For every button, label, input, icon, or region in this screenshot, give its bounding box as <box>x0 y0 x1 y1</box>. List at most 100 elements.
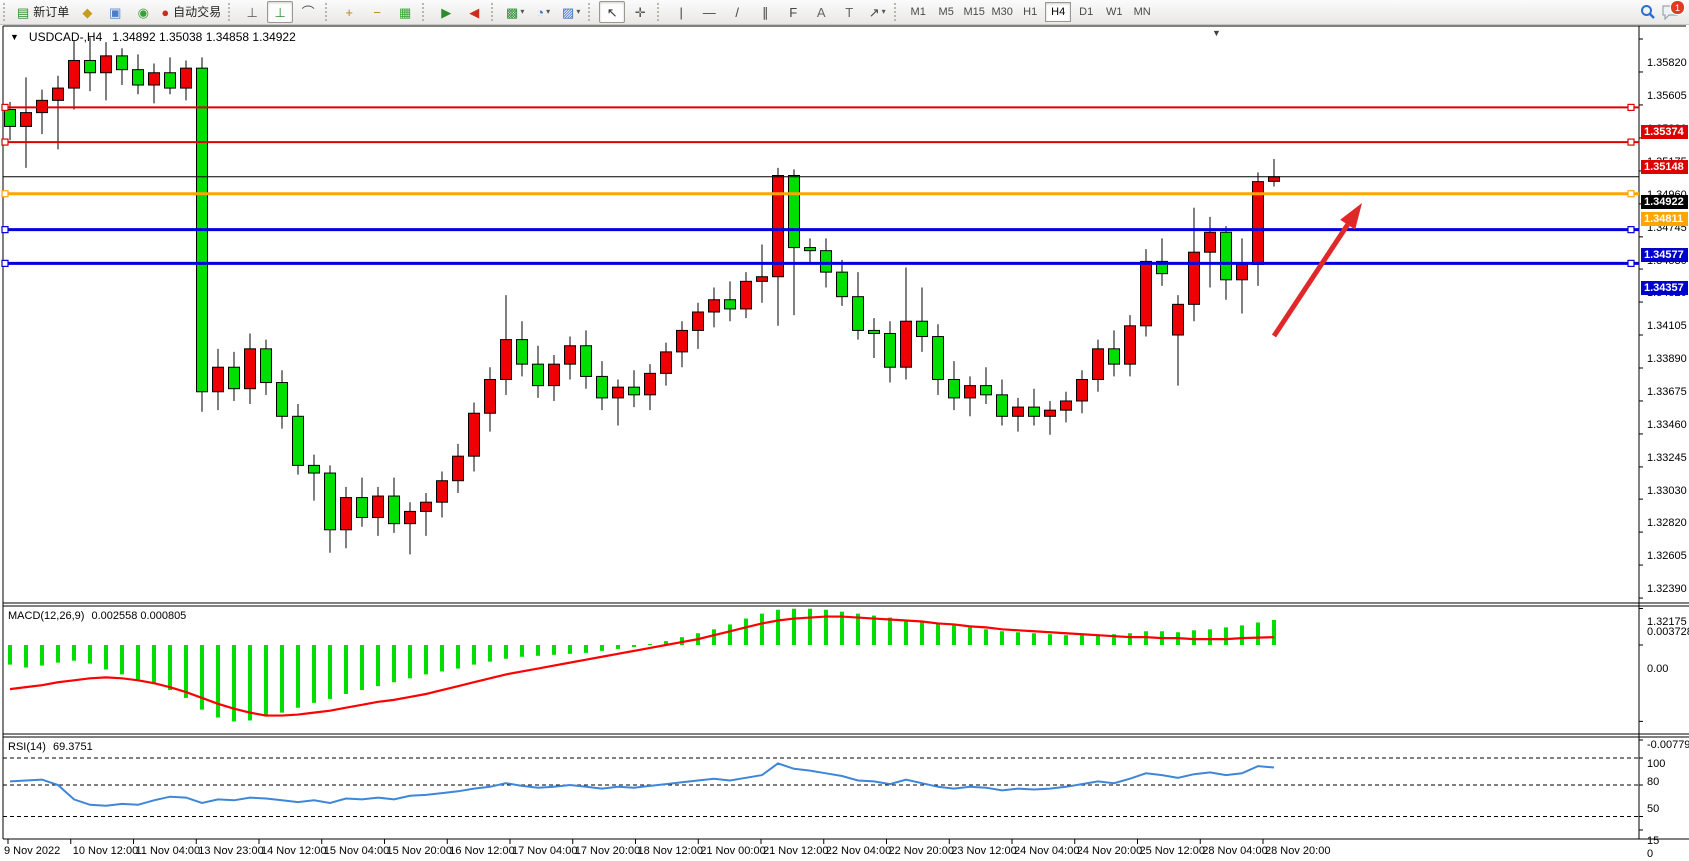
vertical-line-button[interactable]: | <box>668 1 694 23</box>
support-line-1-right-handle[interactable] <box>1627 226 1635 234</box>
new-order-button[interactable]: ▤ 新订单 <box>14 1 72 23</box>
candle-body <box>164 72 176 89</box>
resistance-line-1-left-handle[interactable] <box>1 103 9 112</box>
crosshair-button[interactable]: ✛ <box>627 1 653 23</box>
candle-body <box>1220 231 1232 281</box>
signals-button[interactable]: ◉ <box>130 1 156 23</box>
candle-body <box>420 501 432 512</box>
chart-shift-marker[interactable]: ▼ <box>1212 28 1221 38</box>
resistance-line-1-right-handle[interactable] <box>1627 103 1635 112</box>
zoom-out-button[interactable]: − <box>364 1 390 23</box>
timeframe-w1-button[interactable]: W1 <box>1105 6 1123 18</box>
timeframe-h1-button[interactable]: H1 <box>1023 6 1038 18</box>
toolbar-grip <box>422 3 429 21</box>
trend-arrow-head[interactable] <box>1340 203 1362 230</box>
arrows-button[interactable]: ↗ ▾ <box>864 1 890 23</box>
candle-body <box>1012 406 1024 417</box>
price-axis-label: 1.32390 <box>1647 583 1687 596</box>
trendline-button[interactable]: / <box>724 1 750 23</box>
rsi-axis-label: 80 <box>1647 776 1660 788</box>
timeframe-mn-button[interactable]: MN <box>1133 6 1151 18</box>
candle-body <box>484 378 496 414</box>
chart-window[interactable]: ▼ USDCAD-,H4 1.34892 1.35038 1.34858 1.3… <box>0 25 1689 861</box>
rsi-value: 69.3751 <box>52 741 93 753</box>
macd-histogram-bar <box>296 645 300 708</box>
periods-button[interactable]: ◔ ▾ <box>530 1 556 23</box>
horizontal-line-button[interactable]: — <box>696 1 722 23</box>
chat-button[interactable]: 1 <box>1659 0 1685 22</box>
chevron-down-icon: ▾ <box>881 7 886 16</box>
timeframe-m1-button[interactable]: M1 <box>910 6 926 18</box>
macd-histogram-bar <box>792 608 796 645</box>
rsi-axis-label: 50 <box>1647 803 1660 815</box>
bar-chart-button[interactable]: ⊥ <box>239 1 265 23</box>
support-line-1-left-handle[interactable] <box>1 226 9 234</box>
auto-scroll-button[interactable]: ▶ <box>433 1 459 23</box>
timeframe-m15-button[interactable]: M15 <box>963 6 985 18</box>
macd-histogram-bar <box>8 645 12 665</box>
new-chart-button[interactable]: ▩ ▾ <box>502 1 528 23</box>
text-button[interactable]: A <box>808 1 834 23</box>
candle-body <box>1204 231 1216 253</box>
macd-histogram-bar <box>1064 635 1068 645</box>
macd-histogram-bar <box>120 645 124 675</box>
resistance-line-2-right-handle[interactable] <box>1627 138 1635 146</box>
search-button[interactable] <box>1637 2 1659 22</box>
fibonacci-button[interactable]: F <box>780 1 806 23</box>
candle-body <box>1092 348 1104 380</box>
timeframe-m5-button[interactable]: M5 <box>938 6 954 18</box>
candle-body <box>1108 348 1120 365</box>
candle-body <box>148 72 160 86</box>
periods-icon: ◔ <box>536 4 545 20</box>
time-axis-label: 17 Nov 20:00 <box>574 845 641 857</box>
vertical-line-icon: | <box>679 4 683 20</box>
trend-arrow-line <box>1271 223 1350 338</box>
text-label-button[interactable]: T <box>836 1 862 23</box>
chart-menu-icon[interactable]: ▼ <box>10 32 19 42</box>
chart-shift-button[interactable]: ◀ <box>461 1 487 23</box>
candle-body <box>1156 260 1168 275</box>
macd-histogram-bar <box>904 619 908 645</box>
candle-body <box>324 472 336 531</box>
zoom-in-button[interactable]: + <box>336 1 362 23</box>
candle-body <box>532 363 544 387</box>
macd-histogram-bar <box>88 645 92 664</box>
candle-body <box>868 329 880 334</box>
macd-histogram-bar <box>1192 630 1196 645</box>
toolbar-buttons: ▤ 新订单 ◆ ▣ ◉ ● 自动交易 ⊥ ⊥ ⌒ + − ▦ ▶ ◀ ▩ ▾ ◔ ▾ ▨ ▾ ↖ ✛ | — / ∥ F A T ↗ ▾ M1 M… <box>0 1 1156 23</box>
autotrading-button[interactable]: ● 自动交易 <box>158 1 224 23</box>
equidistant-channel-button[interactable]: ∥ <box>752 1 778 23</box>
price-axis-label: 1.34105 <box>1647 320 1687 333</box>
support-line-2-left-handle[interactable] <box>1 259 9 267</box>
candlestick-chart-button[interactable]: ⊥ <box>267 1 294 23</box>
candle-body <box>20 112 32 127</box>
line-chart-button[interactable]: ⌒ <box>295 1 321 23</box>
time-axis-label: 17 Nov 04:00 <box>512 845 578 857</box>
tile-windows-button[interactable]: ▦ <box>392 1 418 23</box>
timeframe-d1-button[interactable]: D1 <box>1079 6 1094 18</box>
signals-icon: ◉ <box>137 4 149 20</box>
watchlist-button[interactable]: ◆ <box>74 1 100 23</box>
chart-plot[interactable] <box>0 25 1689 861</box>
candle-body <box>724 299 736 310</box>
pivot-line-left-handle[interactable] <box>1 190 9 198</box>
candle-body <box>836 271 848 298</box>
time-axis-label: 9 Nov 2022 <box>4 845 61 857</box>
chart-shift-icon: ◀ <box>469 4 480 20</box>
support-line-2-right-handle[interactable] <box>1627 259 1635 267</box>
candle-body <box>916 320 928 338</box>
pivot-line-right-handle[interactable] <box>1627 190 1635 198</box>
candle-body <box>628 386 640 396</box>
cursor-button[interactable]: ↖ <box>599 1 626 23</box>
candle-body <box>964 385 976 399</box>
macd-histogram-bar <box>1272 619 1276 645</box>
timeframe-h4-button[interactable]: H4 <box>1045 2 1072 22</box>
macd-histogram-bar <box>760 613 764 645</box>
profiles-button[interactable]: ▣ <box>102 1 128 23</box>
templates-button[interactable]: ▨ ▾ <box>558 1 584 23</box>
resistance-line-2-left-handle[interactable] <box>1 138 9 146</box>
candle-body <box>228 366 240 390</box>
candle-body <box>548 363 560 387</box>
chevron-down-icon: ▾ <box>520 7 525 16</box>
timeframe-m30-button[interactable]: M30 <box>991 6 1013 18</box>
